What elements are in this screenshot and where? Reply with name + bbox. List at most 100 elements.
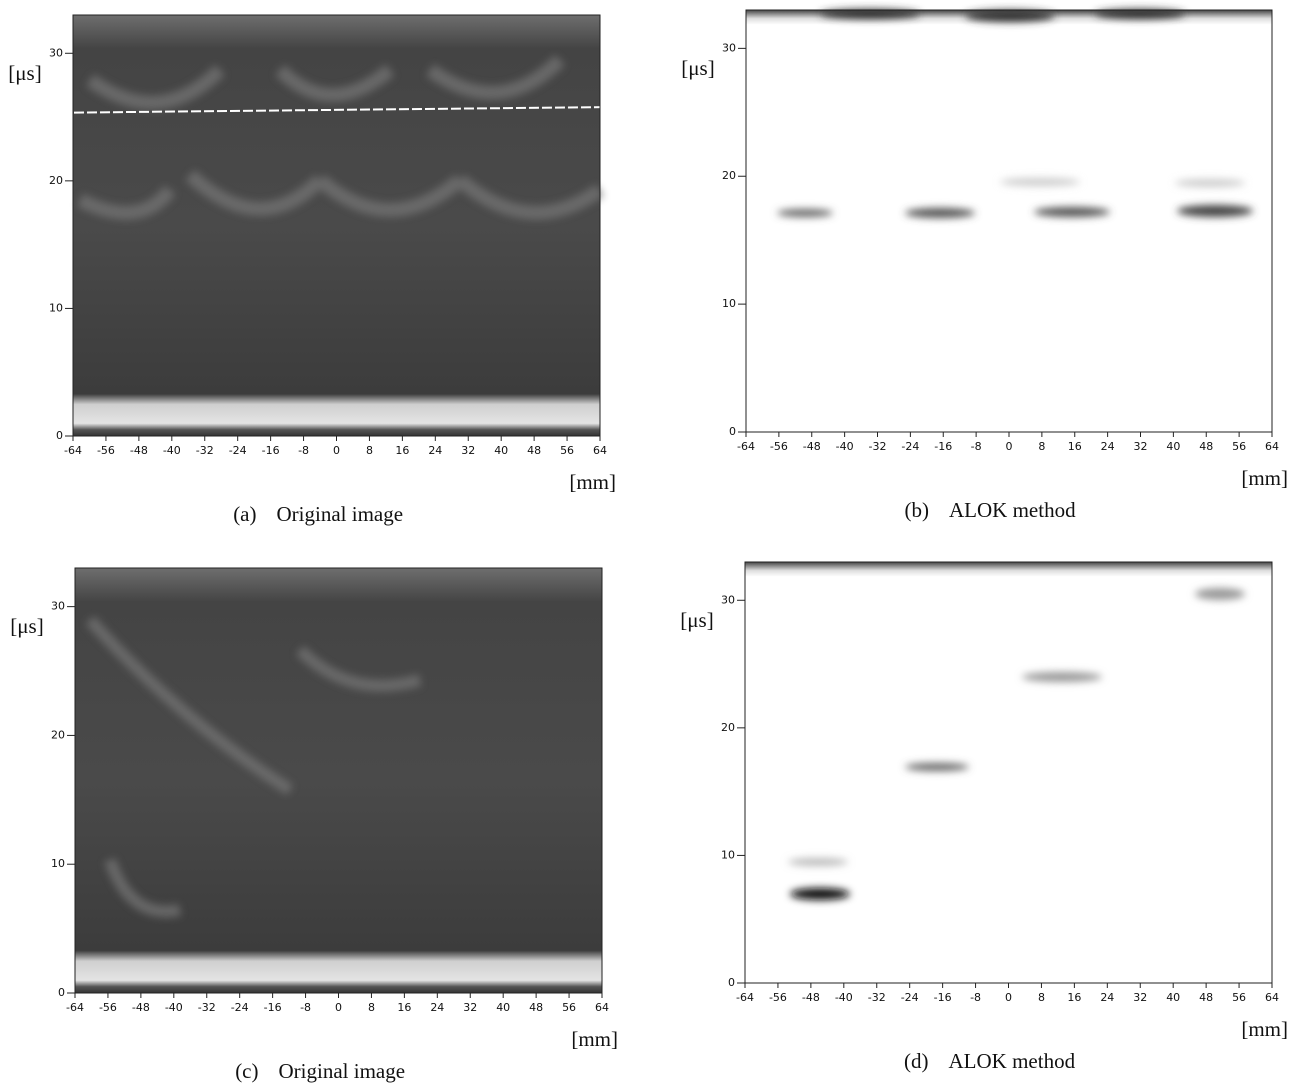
x-tick-label: 8 xyxy=(1038,440,1045,453)
y-tick-label: 0 xyxy=(56,429,63,442)
x-tick-label: -24 xyxy=(231,1001,249,1014)
image-d xyxy=(745,562,1272,983)
x-tick-label: 24 xyxy=(1100,991,1114,1004)
x-tick-label: 16 xyxy=(1067,991,1081,1004)
x-tick-label: 48 xyxy=(529,1001,543,1014)
y-tick-label: 20 xyxy=(49,174,63,187)
x-tick-label: 16 xyxy=(1068,440,1082,453)
x-tick-label: 64 xyxy=(1265,440,1279,453)
x-tick-label: 24 xyxy=(430,1001,444,1014)
x-tick-label: 16 xyxy=(397,1001,411,1014)
y-axis-label: [μs] xyxy=(681,56,714,80)
x-tick-label: -32 xyxy=(196,444,214,457)
x-tick-label: 40 xyxy=(1166,991,1180,1004)
x-tick-label: 24 xyxy=(1101,440,1115,453)
x-tick-label: -40 xyxy=(165,1001,183,1014)
x-tick-label: 40 xyxy=(1166,440,1180,453)
x-tick-label: -64 xyxy=(64,444,82,457)
y-axis-label: [μs] xyxy=(10,614,43,638)
x-tick-label: 8 xyxy=(368,1001,375,1014)
x-axis-label: [mm] xyxy=(1241,1017,1288,1041)
x-tick-label: -56 xyxy=(97,444,115,457)
y-tick-label: 20 xyxy=(721,721,735,734)
x-tick-label: 8 xyxy=(366,444,373,457)
x-tick-label: -8 xyxy=(300,1001,311,1014)
y-tick-label: 30 xyxy=(721,593,735,606)
x-tick-label: 56 xyxy=(560,444,574,457)
y-tick-label: 0 xyxy=(58,986,65,999)
y-tick-label: 10 xyxy=(721,848,735,861)
image-b xyxy=(746,9,1272,432)
x-tick-label: 0 xyxy=(1006,440,1013,453)
y-tick-label: 20 xyxy=(722,169,736,182)
x-tick-label: -64 xyxy=(737,440,755,453)
y-tick-label: 10 xyxy=(722,297,736,310)
x-tick-label: -64 xyxy=(66,1001,84,1014)
x-tick-label: -48 xyxy=(802,991,820,1004)
x-tick-label: -8 xyxy=(970,991,981,1004)
x-tick-label: 56 xyxy=(1232,440,1246,453)
panel-title: Original image xyxy=(279,1059,406,1083)
x-tick-label: 32 xyxy=(461,444,475,457)
y-axis-label: [μs] xyxy=(8,61,41,85)
x-tick-label: -56 xyxy=(770,440,788,453)
panel-title: Original image xyxy=(277,502,404,526)
x-tick-label: 64 xyxy=(595,1001,609,1014)
x-tick-label: -24 xyxy=(901,991,919,1004)
x-tick-label: 32 xyxy=(1133,991,1147,1004)
y-tick-label: 30 xyxy=(51,600,65,613)
x-tick-label: -56 xyxy=(99,1001,117,1014)
panel-label: (d) xyxy=(904,1049,929,1073)
y-axis-label: [μs] xyxy=(680,608,713,632)
y-tick-label: 0 xyxy=(729,425,736,438)
x-tick-label: 32 xyxy=(1134,440,1148,453)
x-tick-label: 64 xyxy=(1265,991,1279,1004)
image-a xyxy=(34,15,616,436)
x-axis-label: [mm] xyxy=(571,1027,618,1051)
x-tick-label: -40 xyxy=(836,440,854,453)
y-tick-label: 30 xyxy=(722,41,736,54)
x-tick-label: -8 xyxy=(971,440,982,453)
x-axis-label: [mm] xyxy=(569,470,616,494)
panel-label: (a) xyxy=(233,502,256,526)
x-tick-label: -48 xyxy=(803,440,821,453)
x-tick-label: 24 xyxy=(428,444,442,457)
x-tick-label: -32 xyxy=(869,440,887,453)
x-tick-label: 32 xyxy=(463,1001,477,1014)
x-tick-label: 40 xyxy=(494,444,508,457)
x-tick-label: -32 xyxy=(868,991,886,1004)
y-tick-label: 10 xyxy=(51,857,65,870)
x-tick-label: -40 xyxy=(835,991,853,1004)
x-tick-label: -8 xyxy=(298,444,309,457)
x-tick-label: -48 xyxy=(132,1001,150,1014)
x-tick-label: -16 xyxy=(934,440,952,453)
x-tick-label: 16 xyxy=(395,444,409,457)
y-tick-label: 20 xyxy=(51,728,65,741)
y-tick-label: 10 xyxy=(49,301,63,314)
panel-title: ALOK method xyxy=(949,1049,1076,1073)
y-tick-label: 30 xyxy=(49,46,63,59)
x-tick-label: 48 xyxy=(1199,991,1213,1004)
panel-label: (c) xyxy=(235,1059,258,1083)
x-tick-label: -16 xyxy=(264,1001,282,1014)
x-tick-label: -56 xyxy=(769,991,787,1004)
x-tick-label: -48 xyxy=(130,444,148,457)
x-tick-label: 64 xyxy=(593,444,607,457)
x-tick-label: -24 xyxy=(901,440,919,453)
x-tick-label: 0 xyxy=(333,444,340,457)
x-tick-label: 56 xyxy=(1232,991,1246,1004)
panel-label: (b) xyxy=(905,498,930,522)
x-tick-label: 0 xyxy=(1005,991,1012,1004)
panel-title: ALOK method xyxy=(949,498,1076,522)
x-tick-label: -24 xyxy=(229,444,247,457)
image-c xyxy=(75,568,602,993)
x-tick-label: -64 xyxy=(736,991,754,1004)
x-tick-label: 48 xyxy=(527,444,541,457)
x-axis-label: [mm] xyxy=(1241,466,1288,490)
x-tick-label: 40 xyxy=(496,1001,510,1014)
x-tick-label: -16 xyxy=(934,991,952,1004)
x-tick-label: 56 xyxy=(562,1001,576,1014)
x-tick-label: 8 xyxy=(1038,991,1045,1004)
x-tick-label: -40 xyxy=(163,444,181,457)
